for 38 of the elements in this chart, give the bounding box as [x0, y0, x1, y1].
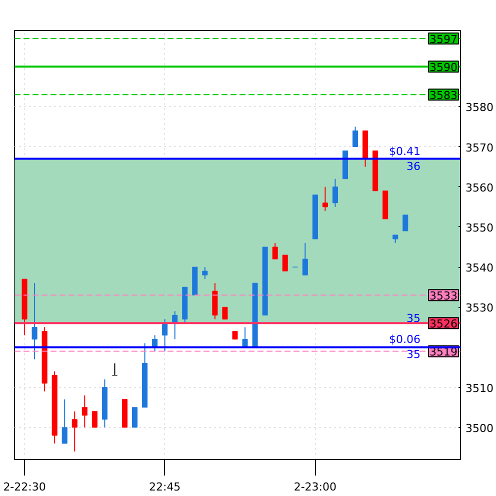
y-tick-label: 3560	[466, 181, 494, 194]
ref-line-label: 3597	[430, 33, 458, 46]
candlestick	[32, 282, 38, 360]
y-tick-label: 3550	[466, 221, 494, 234]
annotation: $0.41	[389, 144, 421, 158]
candlestick	[162, 318, 168, 352]
y-tick-label: 3580	[466, 101, 494, 114]
y-tick-label: 3500	[466, 422, 494, 435]
candlestick	[202, 266, 208, 280]
x-tick-label: 22:45	[148, 480, 181, 494]
x-tick-label: 2-23:00	[294, 480, 337, 494]
annotation: 35	[406, 312, 421, 326]
candlestick	[282, 254, 288, 272]
ref-line-label: 3583	[430, 89, 458, 102]
candlestick	[62, 398, 68, 444]
candlestick	[82, 394, 88, 428]
ref-line-label: 3526	[430, 318, 458, 331]
candlestick	[302, 242, 308, 276]
y-tick-label: 3510	[466, 382, 494, 395]
y-tick-label: 3530	[466, 302, 494, 315]
candlestick	[352, 126, 358, 148]
ref-line-label: 3590	[430, 61, 458, 74]
candlestick	[72, 410, 78, 452]
y-tick-label: 3570	[466, 141, 494, 154]
candlestick	[322, 186, 328, 212]
candlestick	[112, 362, 118, 376]
annotation: 35	[406, 348, 421, 362]
annotation: $0.06	[389, 333, 421, 346]
candlestick	[332, 178, 338, 208]
x-tick-label: 2-22:30	[3, 480, 46, 494]
candlestick	[92, 410, 98, 428]
candlestick	[402, 214, 408, 232]
candlestick	[222, 306, 228, 320]
annotation: 36	[406, 160, 421, 173]
y-tick-label: 3540	[466, 262, 494, 275]
ref-line-label: 3533	[430, 290, 458, 303]
candlestick	[132, 406, 138, 428]
candlestick	[272, 242, 278, 260]
